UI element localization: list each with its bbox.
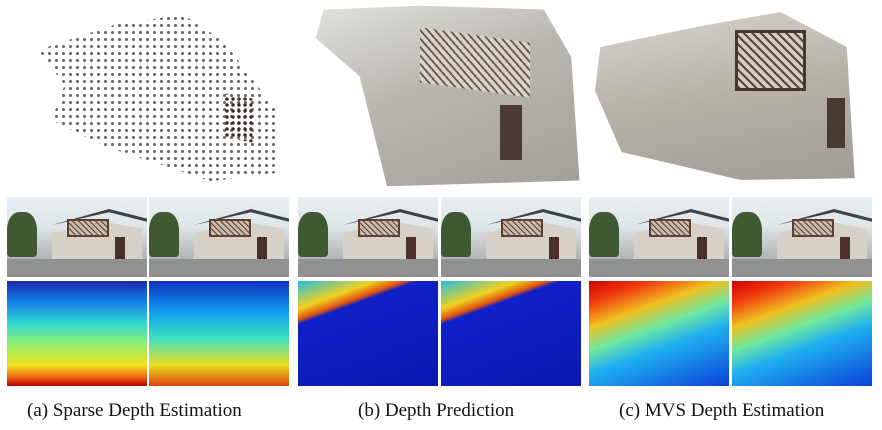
input-image — [732, 197, 872, 277]
caption-a: (a) Sparse Depth Estimation — [27, 400, 242, 421]
mvs-point-cloud — [595, 12, 855, 180]
input-image — [298, 197, 438, 277]
mvs-depth-map — [732, 281, 872, 386]
predicted-depth-map — [298, 281, 438, 386]
input-image — [7, 197, 147, 277]
point-cloud-lattice — [735, 30, 806, 91]
predicted-depth-map — [441, 281, 581, 386]
input-image — [149, 197, 289, 277]
sparse-depth-map — [7, 281, 147, 386]
input-image — [441, 197, 581, 277]
caption-b: (b) Depth Prediction — [358, 400, 515, 421]
point-cloud-door — [500, 105, 522, 160]
point-cloud-door — [827, 98, 845, 148]
mvs-depth-map — [589, 281, 729, 386]
predicted-depth-point-cloud — [315, 5, 580, 187]
sparse-point-cloud-door — [222, 93, 253, 143]
caption-c: (c) MVS Depth Estimation — [619, 400, 825, 421]
sparse-depth-map — [149, 281, 289, 386]
input-image — [589, 197, 729, 277]
